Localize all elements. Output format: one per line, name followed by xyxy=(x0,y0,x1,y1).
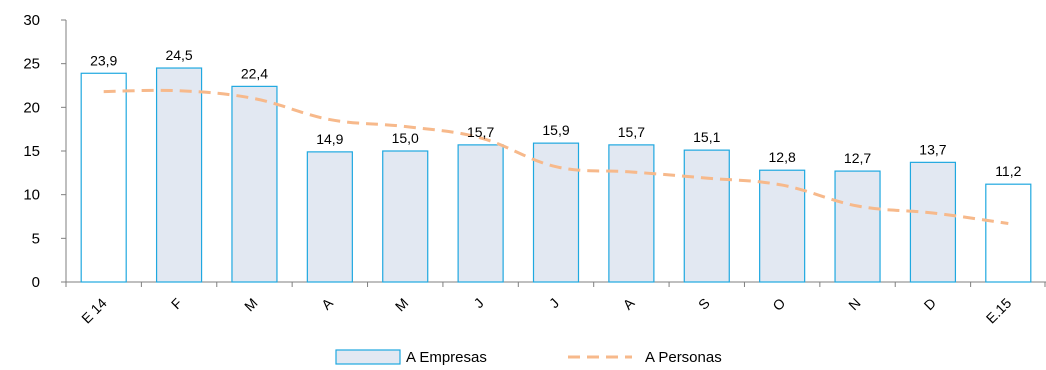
y-tick-label: 30 xyxy=(23,12,40,29)
bar-a-empresas xyxy=(985,183,1032,283)
bar-data-label: 15,7 xyxy=(618,124,645,140)
bar-a-empresas xyxy=(759,169,806,283)
y-tick-label: 5 xyxy=(32,230,40,247)
y-tick-label: 0 xyxy=(32,274,40,291)
bar-a-empresas xyxy=(608,144,655,283)
bar-data-label: 24,5 xyxy=(165,47,192,63)
y-tick-label: 25 xyxy=(23,56,40,73)
y-tick-label: 20 xyxy=(23,99,40,116)
x-tick-label: A xyxy=(318,294,336,312)
bar-a-empresas xyxy=(457,144,504,283)
data-labels: 23,9 24,5 22,4 14,9 15,0 15,7 15,9 15,7 15,1 12,8… xyxy=(90,47,1022,179)
legend-swatch-a-empresas xyxy=(335,349,401,365)
x-tick-label: E 14 xyxy=(78,295,110,327)
bar-data-label: 15,7 xyxy=(467,124,494,140)
x-tick-label: J xyxy=(470,295,486,311)
bar-data-label: 15,0 xyxy=(392,130,419,146)
bar-a-empresas xyxy=(231,85,278,283)
legend: A Empresas A Personas xyxy=(335,349,722,366)
bars-a-empresas xyxy=(80,67,1032,283)
legend-label-a-personas: A Personas xyxy=(645,349,722,366)
x-tick-label: S xyxy=(695,295,713,313)
line-a-personas xyxy=(103,88,1009,225)
bar-data-label: 12,7 xyxy=(844,150,871,166)
bar-a-empresas xyxy=(382,150,429,283)
x-tick-label: M xyxy=(241,295,261,315)
bar-data-label: 15,1 xyxy=(693,129,720,145)
bar-data-label: 11,2 xyxy=(995,163,1021,179)
x-tick-label: N xyxy=(845,295,863,313)
x-tick-label: A xyxy=(620,294,638,312)
y-tick-label: 15 xyxy=(23,143,40,160)
bar-a-empresas xyxy=(80,72,127,283)
x-tick-label: J xyxy=(546,295,562,311)
bar-a-empresas xyxy=(683,149,730,283)
line-path-a-personas xyxy=(103,88,1009,225)
bar-a-empresas xyxy=(834,170,881,283)
bar-data-label: 12,8 xyxy=(769,149,796,165)
bar-data-label: 13,7 xyxy=(919,141,946,157)
x-tick-label: M xyxy=(392,295,412,315)
bar-data-label: 22,4 xyxy=(241,65,268,81)
x-tick-label: O xyxy=(769,295,788,314)
bar-data-label: 23,9 xyxy=(90,52,117,68)
bar-a-empresas xyxy=(306,151,353,283)
bar-data-label: 14,9 xyxy=(316,131,343,147)
bar-a-empresas xyxy=(909,161,957,283)
x-tick-label: F xyxy=(168,295,185,312)
bar-data-label: 15,9 xyxy=(542,122,569,138)
legend-label-a-empresas: A Empresas xyxy=(406,349,487,366)
x-tick-label: E.15 xyxy=(983,295,1015,327)
x-tick-label: D xyxy=(921,295,939,313)
bar-a-empresas xyxy=(155,67,203,283)
y-tick-label: 10 xyxy=(23,187,40,204)
bar-a-empresas xyxy=(532,142,580,283)
